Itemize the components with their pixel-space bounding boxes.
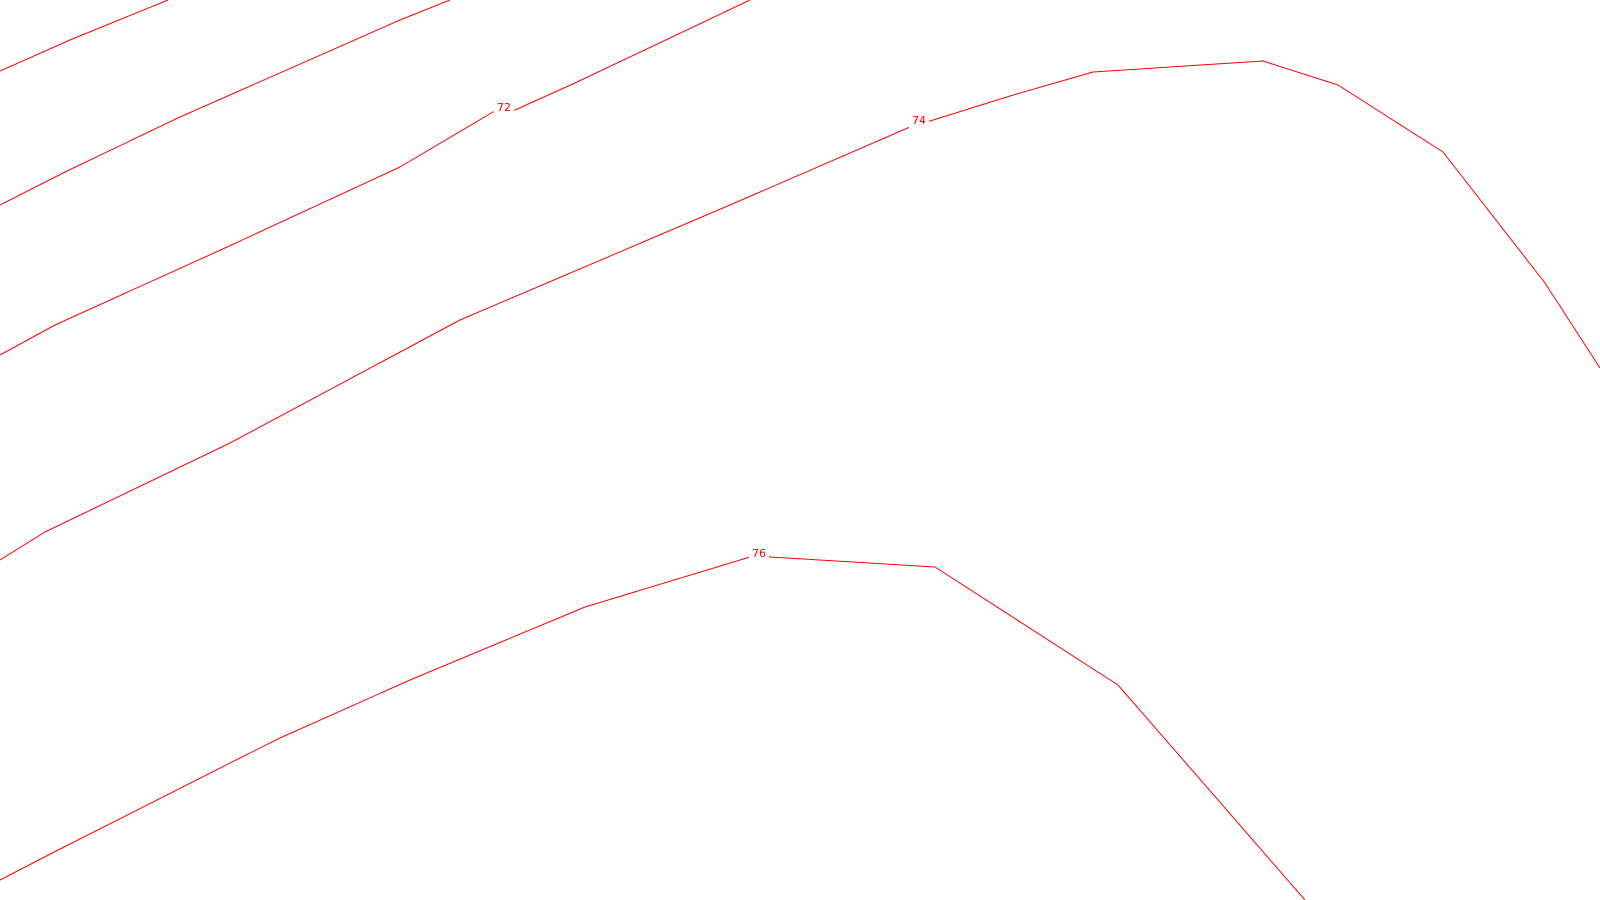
contour-line-72	[0, 0, 751, 356]
contour-label-76-background	[749, 547, 769, 561]
contour-label-74-background	[909, 114, 929, 128]
contour-label-74: 74	[912, 114, 926, 127]
contour-line-2	[0, 0, 451, 206]
contour-line-76	[0, 556, 1306, 900]
contour-labels-group: 72 74 76	[494, 101, 929, 561]
contour-line-1	[0, 0, 169, 72]
contour-label-72-background	[494, 101, 514, 115]
contour-label-76: 76	[752, 547, 766, 560]
contour-label-72: 72	[497, 101, 511, 114]
contour-line-74	[0, 60, 1600, 561]
